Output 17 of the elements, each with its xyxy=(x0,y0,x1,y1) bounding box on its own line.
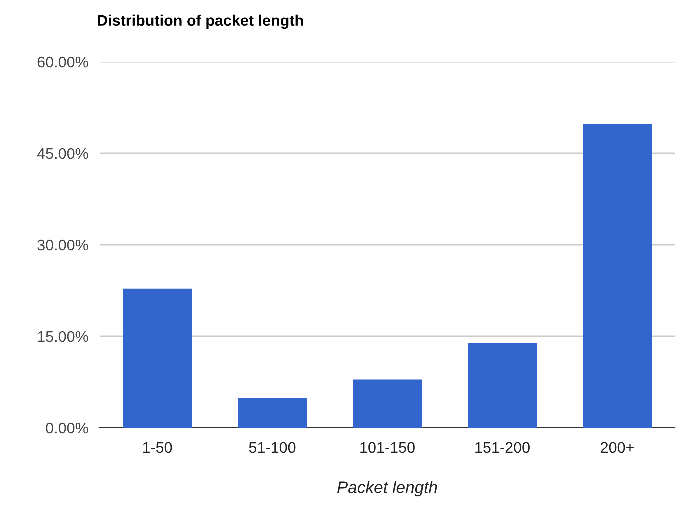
x-axis-title: Packet length xyxy=(338,481,438,497)
y-tick-label: 60.00% xyxy=(38,56,88,68)
y-tick-label: 45.00% xyxy=(37,148,88,160)
x-tick-label: 200+ xyxy=(601,442,634,454)
x-tick-label: 51-100 xyxy=(249,442,296,454)
y-tick-label: 15.00% xyxy=(38,331,88,342)
x-tick-label: 1-50 xyxy=(143,442,172,454)
x-tick-label: 101-150 xyxy=(360,442,415,454)
bar xyxy=(353,380,422,428)
y-tick-label: 0.00% xyxy=(46,422,88,434)
bar xyxy=(123,288,192,428)
y-tick-label: 30.00% xyxy=(38,240,88,251)
bar xyxy=(583,124,652,428)
x-tick-label: 151-200 xyxy=(476,442,530,454)
chart-title: Distribution of packet length xyxy=(98,14,304,30)
bar xyxy=(238,398,307,428)
bar xyxy=(468,343,537,428)
